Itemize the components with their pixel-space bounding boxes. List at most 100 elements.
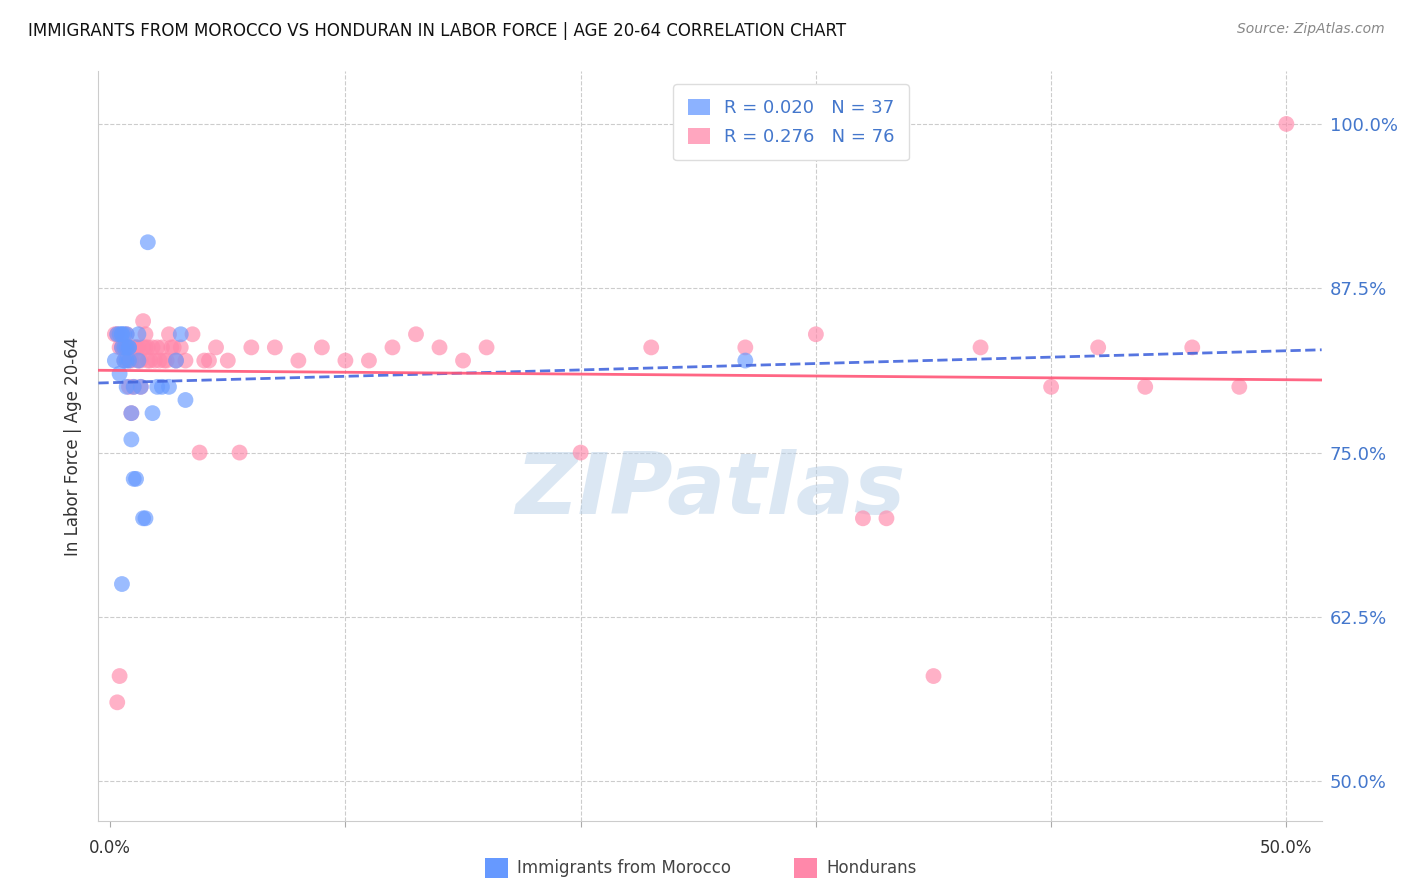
Point [157,327,180,342]
Point [922,669,945,683]
Point [127,353,149,368]
Point [111,327,134,342]
Point [1275,117,1298,131]
Point [125,472,148,486]
Point [118,340,141,354]
Point [170,340,193,354]
Text: Hondurans: Hondurans [827,859,917,877]
Point [240,340,263,354]
Point [115,353,138,368]
Point [108,669,131,683]
Point [111,340,134,354]
Point [115,327,138,342]
Text: ZIPatlas: ZIPatlas [515,450,905,533]
Point [198,353,221,368]
Point [136,353,159,368]
Point [205,340,228,354]
Point [852,511,875,525]
Text: IMMIGRANTS FROM MOROCCO VS HONDURAN IN LABOR FORCE | AGE 20-64 CORRELATION CHART: IMMIGRANTS FROM MOROCCO VS HONDURAN IN L… [28,22,846,40]
Point [228,445,250,459]
Point [475,340,498,354]
Text: 50.0%: 50.0% [1260,839,1313,857]
Point [150,380,173,394]
Point [134,511,156,525]
Point [139,353,162,368]
Point [122,472,145,486]
Point [451,353,474,368]
Point [122,340,145,354]
Point [112,340,135,354]
Point [149,353,172,368]
Point [969,340,991,354]
Point [118,340,141,354]
Point [115,327,138,342]
Text: Source: ZipAtlas.com: Source: ZipAtlas.com [1237,22,1385,37]
Point [1040,380,1063,394]
Point [141,340,163,354]
Point [734,340,756,354]
Y-axis label: In Labor Force | Age 20-64: In Labor Force | Age 20-64 [65,336,83,556]
Point [287,353,309,368]
Point [120,433,142,447]
Point [640,340,662,354]
Point [132,511,155,525]
Point [105,327,128,342]
Point [127,327,149,342]
Point [734,353,756,368]
Point [112,353,135,368]
Point [132,314,155,328]
Point [125,340,148,354]
Point [120,406,142,420]
Legend: R = 0.020   N = 37, R = 0.276   N = 76: R = 0.020 N = 37, R = 0.276 N = 76 [673,84,908,161]
Point [129,380,152,394]
Point [115,380,138,394]
Point [335,353,357,368]
Point [132,340,155,354]
Point [146,340,169,354]
Point [115,340,138,354]
Point [122,380,145,394]
Point [165,353,187,368]
Point [111,577,134,591]
Point [429,340,451,354]
Point [118,380,141,394]
Point [1087,340,1109,354]
Point [120,406,142,420]
Point [111,327,134,342]
Point [156,353,179,368]
Point [129,380,152,394]
Point [217,353,239,368]
Point [125,340,148,354]
Text: 0.0%: 0.0% [89,839,131,857]
Point [111,340,134,354]
Point [129,353,152,368]
Point [875,511,897,525]
Point [1135,380,1157,394]
Point [405,327,427,342]
Text: Immigrants from Morocco: Immigrants from Morocco [517,859,731,877]
Point [111,340,134,354]
Point [105,327,128,342]
Point [153,353,176,368]
Point [381,340,404,354]
Point [157,380,180,394]
Point [1227,380,1250,394]
Point [143,353,166,368]
Point [134,340,156,354]
Point [160,340,183,354]
Point [136,235,159,250]
Point [165,353,187,368]
Point [108,327,131,342]
Point [136,340,159,354]
Point [112,353,135,368]
Point [357,353,380,368]
Point [118,340,141,354]
Point [181,327,204,342]
Point [115,340,138,354]
Point [170,327,193,342]
Point [118,353,141,368]
Point [108,340,131,354]
Point [118,353,141,368]
Point [112,340,135,354]
Point [263,340,285,354]
